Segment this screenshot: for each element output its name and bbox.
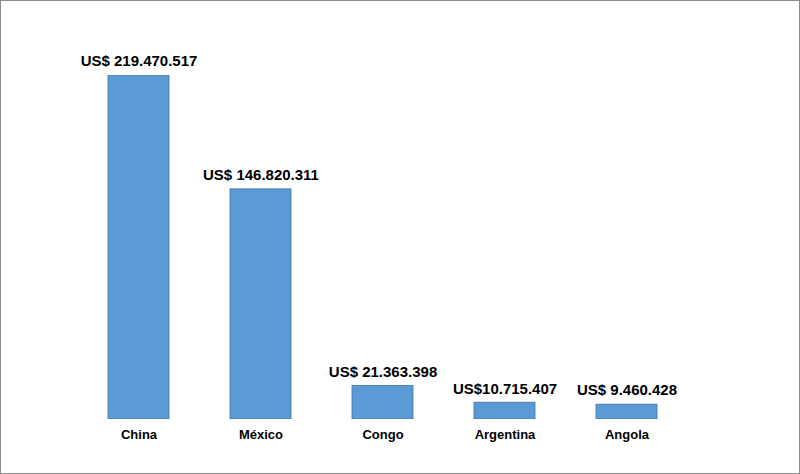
svg-text:Argentina: Argentina (475, 427, 536, 442)
svg-text:US$ 219.470.517: US$ 219.470.517 (81, 52, 198, 69)
svg-text:US$10.715.407: US$10.715.407 (453, 380, 557, 397)
svg-text:China: China (121, 427, 158, 442)
svg-text:US$ 146.820.311: US$ 146.820.311 (203, 166, 319, 183)
svg-text:Congo: Congo (362, 427, 403, 442)
svg-text:México: México (239, 427, 283, 442)
svg-text:Angola: Angola (605, 427, 650, 442)
svg-text:US$ 9.460.428: US$ 9.460.428 (577, 381, 677, 398)
svg-text:US$ 21.363.398: US$ 21.363.398 (329, 363, 437, 380)
